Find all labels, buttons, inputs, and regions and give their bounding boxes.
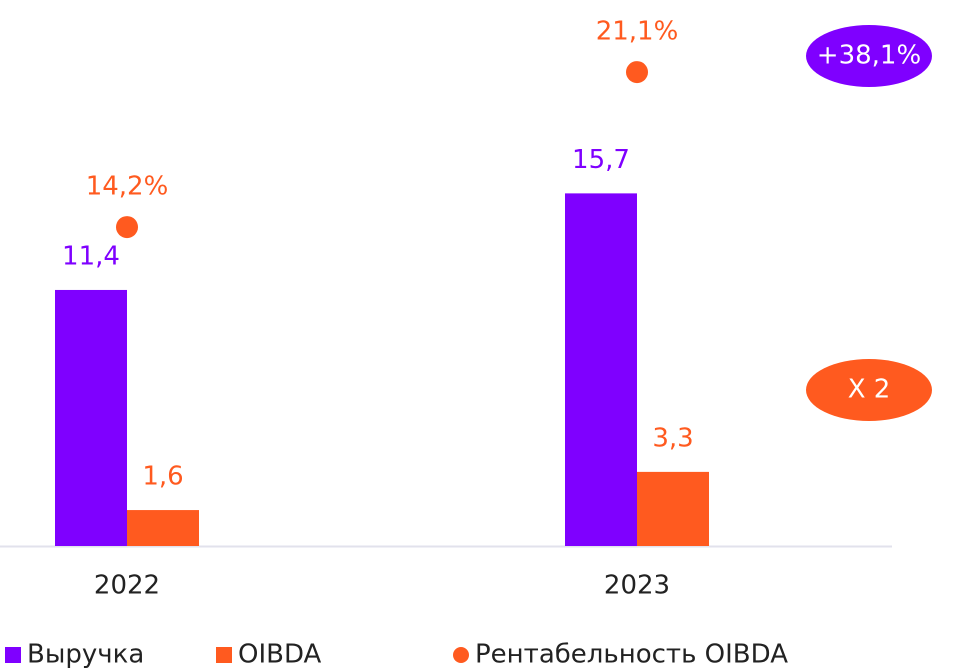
legend-marker — [453, 647, 469, 663]
legend-label: OIBDA — [238, 640, 322, 669]
bar — [637, 471, 709, 546]
data-label: 14,2% — [86, 172, 169, 202]
badge — [806, 359, 932, 421]
badge-label: X 2 — [848, 375, 891, 405]
legend-label: Рентабельность OIBDA — [475, 640, 788, 669]
legend-marker — [5, 647, 21, 663]
dot — [626, 61, 648, 84]
x-tick-label: 2022 — [94, 571, 160, 601]
x-tick-label: 2023 — [604, 571, 670, 601]
bar — [127, 510, 199, 546]
data-label: 11,4 — [62, 241, 120, 271]
data-label: 21,1% — [596, 17, 679, 47]
legend-marker — [216, 647, 232, 663]
data-label: 1,6 — [142, 462, 183, 492]
badge — [806, 25, 932, 87]
legend-label: Выручка — [27, 640, 144, 669]
badge-label: +38,1% — [817, 41, 921, 71]
bar — [565, 193, 637, 547]
dot — [116, 216, 138, 239]
data-label: 15,7 — [572, 145, 630, 175]
bar — [55, 289, 127, 546]
data-label: 3,3 — [652, 423, 693, 453]
